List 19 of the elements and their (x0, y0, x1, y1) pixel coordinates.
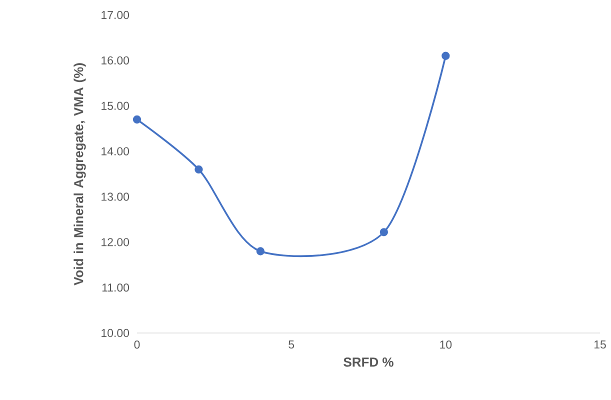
x-tick-label: 15 (594, 340, 606, 349)
y-tick-label: 14.00 (102, 147, 130, 156)
x-tick-label: 0 (134, 340, 140, 349)
x-tick-label: 5 (288, 340, 294, 349)
y-tick-label: 11.00 (102, 284, 130, 292)
y-axis-title: Void in Mineral Aggregate, VMA (%) (74, 63, 86, 286)
y-tick-label: 12.00 (102, 238, 130, 246)
point (132, 115, 142, 124)
y-tick-label: 17.00 (102, 10, 130, 20)
point (256, 247, 265, 256)
point (380, 228, 388, 236)
y-tick-label: 13.00 (102, 192, 130, 201)
x-axis-title: SRFD % (344, 358, 394, 367)
point (194, 165, 203, 174)
x-tick-label: 10 (440, 340, 452, 349)
y-tick-label: 15.00 (102, 102, 130, 110)
y-tick-label: 16.00 (102, 56, 130, 64)
point (442, 52, 450, 60)
y-tick-label: 10.00 (102, 328, 130, 338)
